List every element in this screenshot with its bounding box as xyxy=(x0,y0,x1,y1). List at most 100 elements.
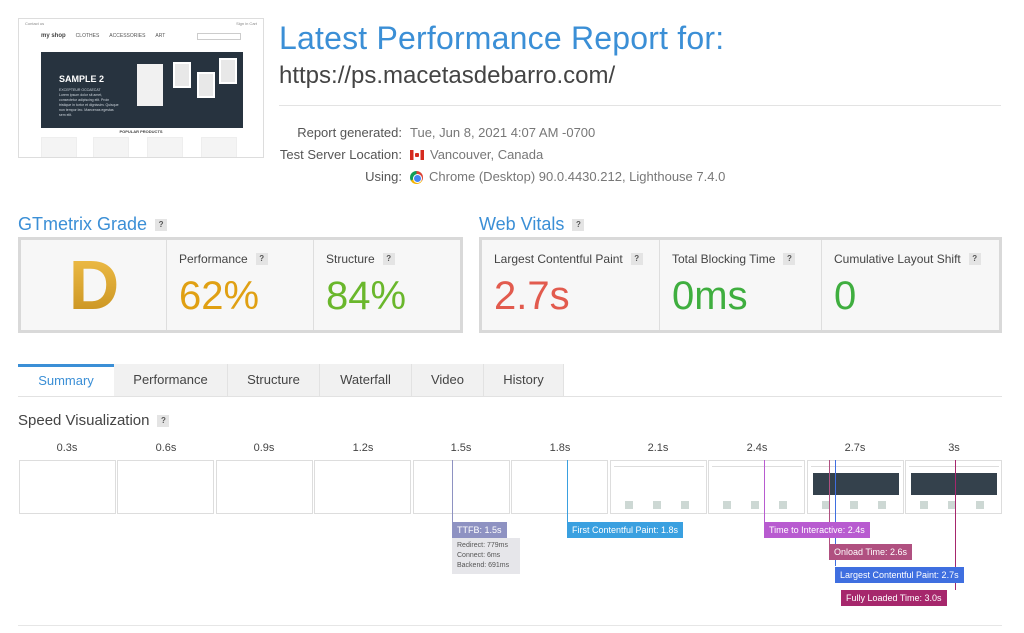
filmstrip-frame[interactable] xyxy=(216,460,313,514)
frame-thumb-item xyxy=(878,501,886,509)
lcp-value: 2.7s xyxy=(494,274,570,318)
help-icon[interactable]: ? xyxy=(968,253,981,265)
thumb-header: my shop CLOTHES ACCESSORIES ART xyxy=(19,29,263,43)
meta-row-location: Test Server Location: Vancouver, Canada xyxy=(270,144,725,166)
tti-marker: Time to Interactive: 2.4s xyxy=(764,522,870,538)
report-title: Latest Performance Report for: xyxy=(279,20,725,56)
onload-marker-line xyxy=(829,460,830,544)
grade-cell: D xyxy=(21,240,167,330)
thumb-topbar: Contact us Sign in Cart xyxy=(19,19,263,29)
tab-waterfall[interactable]: Waterfall xyxy=(320,364,412,396)
thumb-contact: Contact us xyxy=(25,21,45,26)
report-url[interactable]: https://ps.macetasdebarro.com/ xyxy=(279,62,616,89)
tti-marker-line xyxy=(764,460,765,522)
timeline-label: 1.8s xyxy=(549,442,571,454)
lcp-marker: Largest Contentful Paint: 2.7s xyxy=(835,567,964,583)
timeline-label: 0.3s xyxy=(56,442,78,454)
tbt-label-row: Total Blocking Time ? xyxy=(672,252,796,266)
tbt-label: Total Blocking Time xyxy=(672,252,776,266)
grade-letter: D xyxy=(68,246,120,324)
thumb-logo: my shop xyxy=(41,33,66,39)
structure-label: Structure xyxy=(326,252,375,266)
divider xyxy=(18,625,1002,626)
tab-performance[interactable]: Performance xyxy=(114,364,228,396)
filmstrip-frame[interactable] xyxy=(19,460,116,514)
meta-using: Chrome (Desktop) 90.0.4430.212, Lighthou… xyxy=(410,166,725,188)
gtmetrix-grade-panel: D Performance ? 62% Structure ? 84% xyxy=(18,237,463,333)
gtmetrix-grade-heading: GTmetrix Grade xyxy=(18,214,148,234)
filmstrip-frame[interactable] xyxy=(511,460,608,514)
help-icon[interactable]: ? xyxy=(255,253,268,265)
ttfb-redirect: Redirect: 779ms xyxy=(457,542,508,549)
structure-cell: Structure ? 84% xyxy=(314,240,460,330)
grade-box: D xyxy=(21,240,167,330)
report-tabs: Summary Performance Structure Waterfall … xyxy=(18,364,564,396)
help-icon[interactable]: ? xyxy=(157,414,170,427)
frame-thumb-item xyxy=(751,501,759,509)
tbt-cell: Total Blocking Time ? 0ms xyxy=(660,240,822,330)
thumb-hero-title: SAMPLE 2 xyxy=(59,74,105,84)
thumb-product xyxy=(147,137,183,157)
onload-marker: Onload Time: 2.6s xyxy=(829,544,913,560)
help-icon[interactable]: ? xyxy=(155,218,168,231)
structure-label-row: Structure ? xyxy=(326,252,395,266)
meta-generated-label: Report generated: xyxy=(297,125,402,140)
thumb-hero-frame xyxy=(197,72,215,98)
cls-label-row: Cumulative Layout Shift ? xyxy=(834,252,981,266)
thumb-hero-text: EXCEPTEUR OCCAECAT Lorem ipsum dolor sit… xyxy=(59,88,119,118)
thumb-hero-frame xyxy=(219,58,237,84)
meta-generated-value: Tue, Jun 8, 2021 4:07 AM -0700 xyxy=(410,125,596,140)
tab-video[interactable]: Video xyxy=(412,364,484,396)
meta-location-value: Vancouver, Canada xyxy=(430,147,544,162)
help-icon[interactable]: ? xyxy=(572,218,585,231)
frame-thumb-item xyxy=(779,501,787,509)
meta-row-using: Using: Chrome (Desktop) 90.0.4430.212, L… xyxy=(270,166,725,188)
timeline-label: 2.7s xyxy=(844,442,866,454)
filmstrip-frame[interactable] xyxy=(117,460,214,514)
page-screenshot: Contact us Sign in Cart my shop CLOTHES … xyxy=(18,18,264,158)
help-icon[interactable]: ? xyxy=(630,253,643,265)
filmstrip-frame[interactable] xyxy=(905,460,1002,514)
performance-label-row: Performance ? xyxy=(179,252,268,266)
thumb-nav-clothes: CLOTHES xyxy=(75,33,100,39)
cls-value: 0 xyxy=(834,274,857,318)
fully-loaded-marker: Fully Loaded Time: 3.0s xyxy=(841,590,947,606)
tab-history[interactable]: History xyxy=(484,364,564,396)
thumb-signin: Sign in Cart xyxy=(236,21,257,26)
lcp-cell: Largest Contentful Paint ? 2.7s xyxy=(482,240,660,330)
ttfb-marker-line xyxy=(452,460,453,522)
timeline-label: 2.1s xyxy=(647,442,669,454)
web-vitals-title: Web Vitals ? xyxy=(479,214,585,235)
tab-structure[interactable]: Structure xyxy=(228,364,320,396)
report-meta: Report generated: Tue, Jun 8, 2021 4:07 … xyxy=(270,122,725,188)
filmstrip-frame[interactable] xyxy=(610,460,707,514)
performance-value: 62% xyxy=(179,274,260,318)
timeline-label: 3s xyxy=(948,442,960,454)
lcp-label: Largest Contentful Paint xyxy=(494,252,623,266)
frame-thumb-item xyxy=(625,501,633,509)
ttfb-marker: TTFB: 1.5s xyxy=(452,522,507,538)
gtmetrix-grade-title: GTmetrix Grade ? xyxy=(18,214,168,235)
thumb-hero-sub: EXCEPTEUR OCCAECAT xyxy=(59,88,101,92)
filmstrip-frame[interactable] xyxy=(708,460,805,514)
filmstrip-frame[interactable] xyxy=(807,460,904,514)
frame-thumb-item xyxy=(948,501,956,509)
cls-cell: Cumulative Layout Shift ? 0 xyxy=(822,240,999,330)
filmstrip-frame[interactable] xyxy=(314,460,411,514)
help-icon[interactable]: ? xyxy=(783,253,796,265)
divider xyxy=(279,105,1001,106)
frame-thumb-item xyxy=(653,501,661,509)
speed-visualization-heading: Speed Visualization xyxy=(18,412,150,429)
performance-cell: Performance ? 62% xyxy=(167,240,314,330)
timeline-label: 1.5s xyxy=(450,442,472,454)
frame-thumb-item xyxy=(920,501,928,509)
ttfb-connect: Connect: 6ms xyxy=(457,552,501,559)
tab-summary[interactable]: Summary xyxy=(18,364,114,396)
web-vitals-heading: Web Vitals xyxy=(479,214,565,234)
frame-thumb-item xyxy=(822,501,830,509)
meta-location: Vancouver, Canada xyxy=(410,144,543,166)
frame-thumb-item xyxy=(681,501,689,509)
timeline-label: 0.9s xyxy=(253,442,275,454)
help-icon[interactable]: ? xyxy=(382,253,395,265)
filmstrip-frame[interactable] xyxy=(413,460,510,514)
